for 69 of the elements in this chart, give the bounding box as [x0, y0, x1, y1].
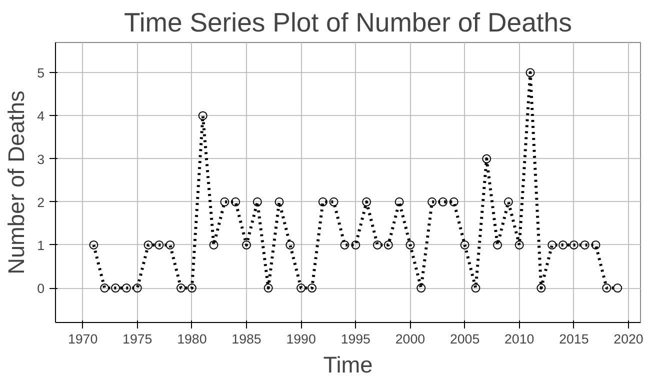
point — [144, 240, 153, 250]
x-tick-label: 1975 — [122, 332, 152, 346]
point — [329, 197, 338, 206]
y-tick-label: 5 — [37, 66, 45, 81]
y-tick-label: 3 — [37, 152, 45, 167]
point — [526, 68, 535, 78]
x-tick-label: 2020 — [614, 332, 644, 346]
point — [111, 284, 120, 293]
point — [460, 240, 470, 250]
point — [514, 240, 524, 250]
x-tick-label: 2015 — [559, 332, 589, 346]
point — [231, 197, 240, 206]
point — [428, 197, 437, 206]
x-tick-label: 2005 — [450, 332, 480, 346]
point — [548, 240, 557, 250]
point — [242, 240, 251, 250]
point — [493, 240, 502, 250]
y-tick-label: 2 — [37, 194, 45, 210]
point — [438, 197, 448, 206]
x-tick-label: 1995 — [340, 332, 370, 346]
point — [154, 240, 164, 250]
point — [100, 284, 110, 293]
point — [220, 197, 230, 206]
point — [504, 197, 513, 206]
point — [372, 240, 382, 250]
point — [132, 284, 142, 293]
point — [602, 284, 612, 293]
point — [406, 240, 415, 250]
point — [318, 197, 328, 206]
x-tick-label: 1970 — [68, 332, 98, 346]
x-axis-title: Time — [323, 352, 373, 378]
point — [264, 284, 273, 293]
point — [384, 240, 393, 250]
point — [166, 240, 175, 250]
point — [252, 197, 262, 206]
point — [296, 284, 306, 293]
point — [351, 240, 360, 250]
point — [449, 197, 458, 206]
point — [613, 284, 622, 293]
point — [591, 240, 600, 250]
point — [274, 197, 284, 206]
x-tick-label: 1990 — [286, 332, 316, 346]
x-tick-label: 1985 — [232, 332, 262, 346]
y-axis-title: Number of Deaths — [3, 90, 30, 274]
point — [482, 154, 492, 164]
point — [89, 240, 98, 250]
point — [471, 284, 480, 293]
x-tick-label: 2010 — [504, 332, 534, 346]
point — [286, 240, 295, 250]
point — [198, 111, 208, 120]
point — [209, 240, 218, 250]
x-tick-label: 2000 — [395, 332, 426, 346]
point — [307, 284, 316, 293]
y-tick-label: 0 — [37, 281, 45, 296]
point — [176, 284, 186, 293]
point — [558, 240, 568, 250]
point — [122, 284, 131, 293]
point — [340, 240, 350, 250]
point — [536, 284, 546, 293]
point — [416, 284, 426, 293]
y-tick-label: 1 — [37, 238, 45, 253]
chart-title: Time Series Plot of Number of Deaths — [124, 8, 572, 38]
point — [394, 197, 404, 206]
y-tick-label: 4 — [37, 108, 46, 124]
point — [187, 284, 196, 293]
point — [580, 240, 590, 250]
x-tick-label: 1980 — [177, 332, 207, 346]
point — [362, 197, 372, 206]
point — [569, 240, 578, 250]
